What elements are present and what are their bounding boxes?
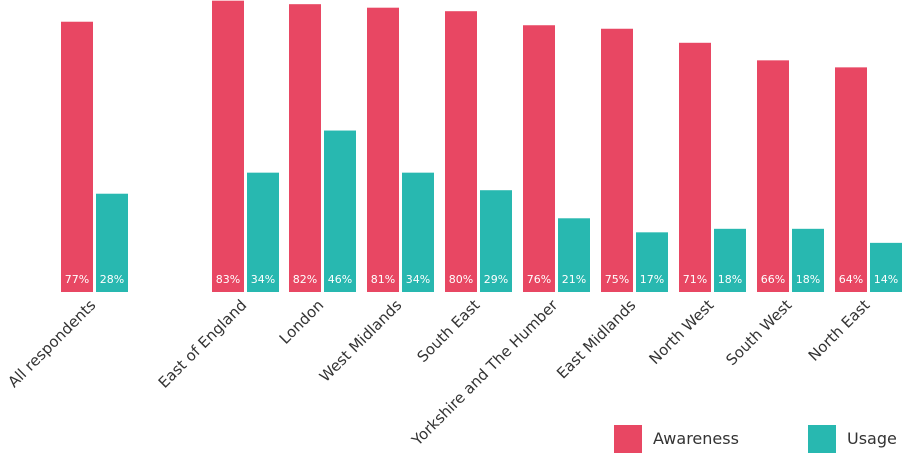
bar-usage-0 [96,193,128,292]
value-label-usage-4: 29% [484,273,508,286]
category-label-2: London [276,296,328,348]
bar-awareness-3 [367,7,399,292]
value-label-usage-5: 21% [562,273,586,286]
value-label-usage-0: 28% [100,273,124,286]
bar-awareness-6 [601,28,633,292]
value-label-usage-2: 46% [328,273,352,286]
category-label-1: East of England [155,296,251,392]
bar-awareness-7 [679,42,711,292]
category-label-4: South East [414,296,484,366]
value-label-awareness-7: 71% [683,273,707,286]
value-label-awareness-5: 76% [527,273,551,286]
value-label-usage-3: 34% [406,273,430,286]
bar-usage-9 [870,242,902,292]
legend-swatch-awareness [614,425,642,453]
bar-awareness-5 [523,25,555,293]
value-label-awareness-3: 81% [371,273,395,286]
value-labels-group: 77% 28% 83% 34% 82% 46% 81% 34% 80% 29% 76% 21% 75% 1… [65,273,898,286]
bar-awareness-9 [835,67,867,292]
bar-awareness-4 [445,11,477,292]
category-label-9: North East [805,296,874,365]
legend: Awareness Usage [614,425,897,453]
value-label-awareness-4: 80% [449,273,473,286]
value-label-awareness-6: 75% [605,273,629,286]
category-label-3: West Midlands [316,296,406,386]
category-label-5: Yorkshire and The Humber [408,296,562,450]
value-label-awareness-9: 64% [839,273,863,286]
legend-label-usage: Usage [847,429,897,448]
value-label-awareness-2: 82% [293,273,317,286]
value-label-usage-8: 18% [796,273,820,286]
value-label-usage-6: 17% [640,273,664,286]
value-label-usage-1: 34% [251,273,275,286]
bars-group [61,0,902,293]
legend-label-awareness: Awareness [653,429,739,448]
value-label-usage-7: 18% [718,273,742,286]
bar-awareness-2 [289,4,321,293]
category-label-8: South West [722,296,795,369]
bar-usage-3 [402,172,434,292]
bar-usage-6 [636,232,668,292]
value-label-awareness-1: 83% [216,273,240,286]
legend-swatch-usage [808,425,836,453]
value-label-usage-9: 14% [874,273,898,286]
bar-usage-5 [558,218,590,292]
category-label-7: North West [645,296,717,368]
bar-awareness-8 [757,60,789,293]
bar-usage-4 [480,190,512,292]
value-label-awareness-0: 77% [65,273,89,286]
bar-awareness-1 [212,0,244,292]
bar-usage-8 [792,228,824,292]
bar-usage-7 [714,228,746,292]
bar-awareness-0 [61,21,93,292]
category-label-6: East Midlands [553,296,639,382]
value-label-awareness-8: 66% [761,273,785,286]
bar-usage-2 [324,130,356,292]
category-label-0: All respondents [4,296,99,391]
bar-usage-1 [247,172,279,292]
category-labels-group: All respondents East of England LondonWest… [4,296,873,450]
